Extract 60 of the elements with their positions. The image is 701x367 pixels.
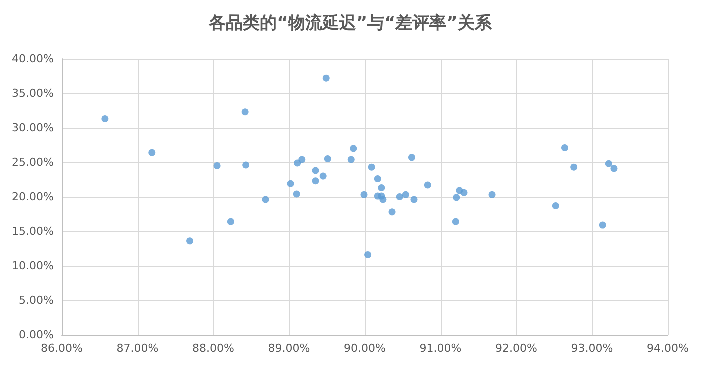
point xyxy=(610,165,618,172)
point xyxy=(287,180,294,188)
point xyxy=(322,74,330,82)
x-tick-label: 86.00% xyxy=(41,342,83,355)
y-tick-label: 10.00% xyxy=(12,260,54,272)
x-tick-label: 90.00% xyxy=(344,342,386,355)
chart-title: 各品类的“物流延迟”与“差评率”关系 xyxy=(208,14,493,34)
y-tick-label: 30.00% xyxy=(12,122,54,134)
point xyxy=(350,145,358,152)
point xyxy=(348,156,355,164)
point xyxy=(452,218,460,226)
point xyxy=(294,160,302,167)
point xyxy=(599,222,606,229)
point xyxy=(262,196,270,204)
point xyxy=(380,196,387,204)
point xyxy=(561,144,568,152)
point xyxy=(488,191,496,198)
y-tick-label: 20.00% xyxy=(12,190,54,204)
y-tick-label: 40.00% xyxy=(12,52,54,66)
point xyxy=(408,154,416,162)
x-tick-label: 94.00% xyxy=(647,342,689,355)
point xyxy=(605,160,612,168)
point xyxy=(388,208,396,216)
y-tick-label: 0.00% xyxy=(19,328,54,342)
point xyxy=(293,190,300,198)
x-tick-label: 92.00% xyxy=(496,342,538,355)
y-tick-label: 35.00% xyxy=(12,87,54,100)
point xyxy=(312,167,320,174)
point xyxy=(148,149,156,156)
point xyxy=(378,184,386,192)
x-tick-label: 87.00% xyxy=(116,342,159,355)
point xyxy=(374,176,382,183)
point xyxy=(227,218,234,226)
point xyxy=(320,172,327,180)
point xyxy=(242,162,250,169)
x-tick-label: 93.00% xyxy=(571,342,614,355)
point xyxy=(312,178,320,185)
point xyxy=(552,202,560,210)
point xyxy=(360,191,368,198)
x-tick-label: 91.00% xyxy=(420,342,462,355)
x-tick-label: 89.00% xyxy=(268,342,310,355)
point xyxy=(364,251,372,258)
point xyxy=(402,191,410,198)
point xyxy=(298,156,306,164)
point xyxy=(460,189,468,196)
point xyxy=(324,156,332,163)
point xyxy=(242,108,249,116)
y-tick-label: 5.00% xyxy=(19,294,54,307)
point xyxy=(424,182,432,189)
point xyxy=(214,162,221,170)
point xyxy=(453,194,460,202)
x-tick-label: 88.00% xyxy=(192,342,234,355)
point xyxy=(396,194,404,200)
point xyxy=(410,196,418,204)
point xyxy=(570,164,578,171)
y-tick-label: 25.00% xyxy=(12,156,54,169)
point xyxy=(368,164,376,171)
point xyxy=(102,116,109,123)
point xyxy=(186,238,194,245)
y-tick-label: 15.00% xyxy=(12,225,54,238)
